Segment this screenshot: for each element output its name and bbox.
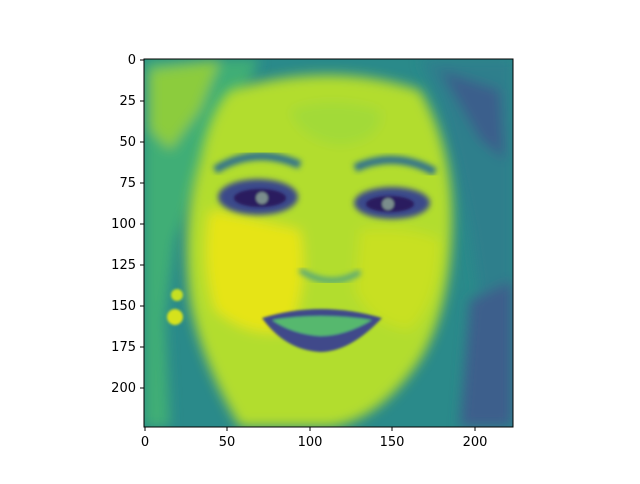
y-tick-label: 100 — [111, 217, 136, 232]
x-tick-label: 200 — [463, 435, 488, 450]
x-tick-label: 100 — [298, 435, 323, 450]
y-axis: 0 25 50 75 100 125 150 175 200 — [111, 53, 144, 396]
face-image — [144, 59, 513, 427]
x-tick-label: 150 — [380, 435, 405, 450]
y-tick-label: 25 — [119, 94, 136, 109]
y-tick-label: 125 — [111, 258, 136, 273]
y-tick-label: 0 — [128, 53, 136, 68]
y-tick-label: 175 — [111, 340, 136, 355]
y-tick-label: 150 — [111, 299, 136, 314]
axes-frame — [143, 58, 514, 428]
x-axis: 0 50 100 150 200 — [141, 427, 488, 450]
y-tick-label: 200 — [111, 381, 136, 396]
y-tick-label: 75 — [119, 176, 136, 191]
x-tick-label: 50 — [219, 435, 236, 450]
y-tick-label: 50 — [119, 135, 136, 150]
x-tick-label: 0 — [141, 435, 149, 450]
